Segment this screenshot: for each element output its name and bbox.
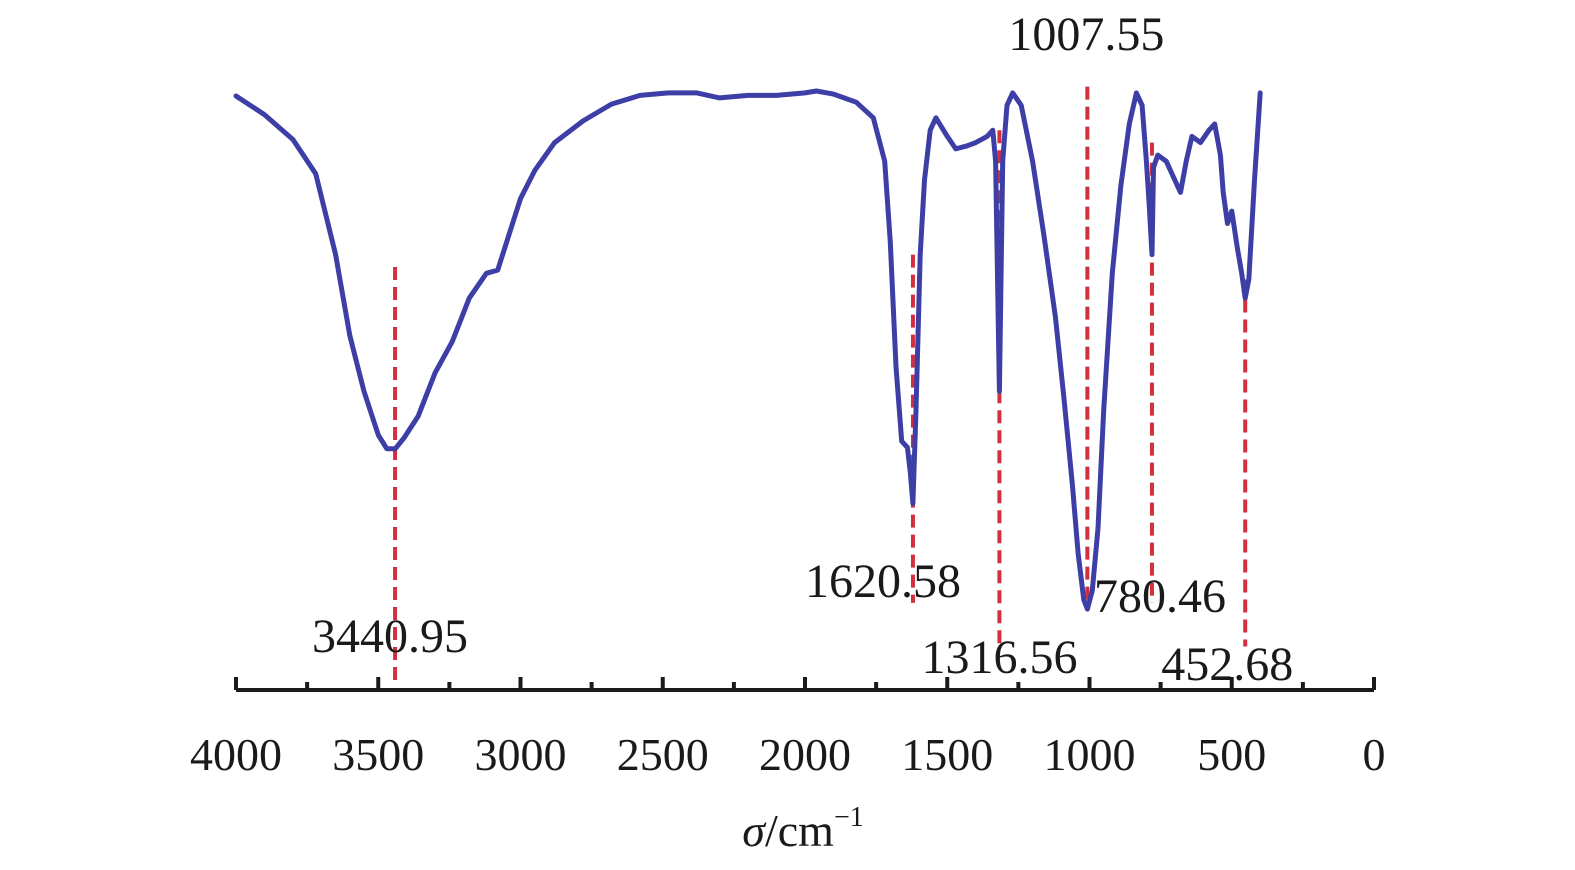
x-axis-title-symbol: σ: [742, 805, 767, 856]
peak-label-780.46: 780.46: [1094, 570, 1226, 623]
x-axis-ticks: 4000 3500 3000 2500 2000 1500 1000 500 0: [190, 677, 1386, 780]
peak-labels: 3440.95 1620.58 1316.56 1007.55 780.46 452.68: [312, 8, 1293, 691]
spectrum-series-line: [233, 88, 1263, 612]
x-axis-title: σ/cm−1: [742, 802, 863, 856]
peak-markers: [393, 86, 1248, 684]
peak-label-452.68: 452.68: [1161, 638, 1293, 691]
x-tick-label-500: 500: [1197, 729, 1266, 780]
peak-label-1316.56: 1316.56: [921, 631, 1077, 684]
x-tick-label-3500: 3500: [332, 729, 424, 780]
x-tick-label-2500: 2500: [617, 729, 709, 780]
x-axis-title-exponent: −1: [834, 802, 864, 833]
peak-label-1620.58: 1620.58: [805, 555, 961, 608]
x-axis-title-unit: /cm: [765, 805, 834, 856]
x-tick-label-0: 0: [1363, 729, 1386, 780]
x-tick-label-1500: 1500: [901, 729, 993, 780]
x-tick-label-1000: 1000: [1044, 729, 1136, 780]
x-tick-label-3000: 3000: [475, 729, 567, 780]
peak-label-3440.95: 3440.95: [312, 610, 468, 663]
peak-label-1007.55: 1007.55: [1008, 8, 1164, 61]
x-tick-label-2000: 2000: [759, 729, 851, 780]
x-tick-label-4000: 4000: [190, 729, 282, 780]
